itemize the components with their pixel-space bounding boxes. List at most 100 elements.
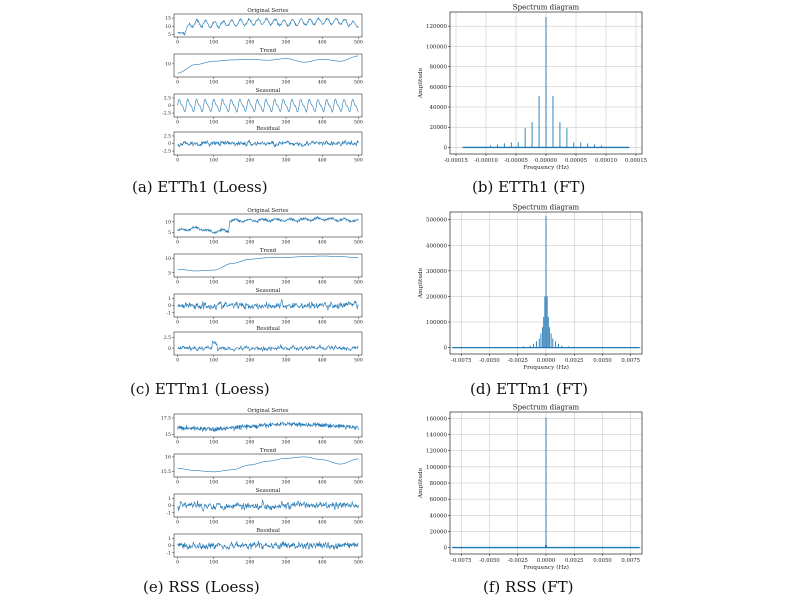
x-tick-label: 0.00015 <box>625 158 647 164</box>
caption-f: (f) RSS (FT) <box>483 578 574 596</box>
y-tick-label: 1 <box>168 496 171 502</box>
series-line <box>177 215 359 235</box>
x-tick-label: 200 <box>246 440 255 446</box>
x-tick-label: 500 <box>354 120 363 126</box>
y-tick-label: 10 <box>165 24 171 30</box>
y-tick-label: 120000 <box>426 449 447 455</box>
x-axis-label: Frequency (Hz) <box>523 164 569 171</box>
y-tick-label: 60000 <box>430 85 448 91</box>
x-tick-label: 0.00000 <box>535 158 558 164</box>
x-tick-label: 100 <box>209 320 218 326</box>
x-tick-label: -0.0050 <box>479 358 500 364</box>
y-tick-label: 16 <box>165 454 171 460</box>
x-tick-label: 100 <box>209 480 218 486</box>
x-tick-label: 400 <box>318 560 327 566</box>
y-tick-label: 140000 <box>426 433 447 439</box>
subplot-original-series: Original Series 17.5 15 0 100 200 300 400 500 <box>161 408 363 446</box>
x-tick-label: 300 <box>282 358 291 364</box>
x-tick-label: 400 <box>318 158 327 164</box>
x-tick-label: 200 <box>246 480 255 486</box>
x-tick-label: 0.0025 <box>565 558 584 564</box>
x-tick-label: 0.0050 <box>593 358 612 364</box>
y-tick-label: -2.5 <box>162 149 171 155</box>
x-tick-label: 0 <box>176 560 179 566</box>
x-tick-label: 0.0075 <box>621 358 640 364</box>
subplot-title: Trend <box>260 448 277 454</box>
x-tick-label: 0.0000 <box>537 558 556 564</box>
y-tick-label: 20000 <box>430 529 448 535</box>
series-line <box>177 16 359 37</box>
y-tick-label: 0 <box>168 303 171 309</box>
x-tick-label: 0 <box>176 158 179 164</box>
x-tick-label: 200 <box>246 560 255 566</box>
subplot-frame <box>173 413 363 438</box>
x-tick-label: 0 <box>176 520 179 526</box>
x-tick-label: -0.0025 <box>508 358 528 364</box>
x-tick-label: 100 <box>209 158 218 164</box>
x-tick-label: 500 <box>354 480 363 486</box>
series-line <box>177 540 359 551</box>
x-tick-label: 300 <box>282 520 291 526</box>
y-tick-label: -1 <box>167 550 172 556</box>
y-tick-label: 17.5 <box>161 416 171 422</box>
y-tick-label: 40000 <box>430 105 448 111</box>
spectrum-chart-b: Spectrum diagram 0 20000 40000 60000 80000 100… <box>418 4 647 172</box>
x-axis-label: Frequency (Hz) <box>523 564 569 571</box>
x-tick-label: 0 <box>176 120 179 126</box>
y-tick-label: -1 <box>167 510 172 516</box>
y-tick-label: 200000 <box>426 294 447 300</box>
x-tick-label: 400 <box>318 440 327 446</box>
y-tick-label: 10 <box>165 61 171 67</box>
caption-c: (c) ETTm1 (Loess) <box>130 380 270 398</box>
series-line <box>177 456 359 473</box>
subplot-trend: Trend 16 15.5 0 100 200 300 400 500 <box>161 448 363 486</box>
x-tick-label: 500 <box>354 358 363 364</box>
x-tick-label: 500 <box>354 240 363 246</box>
subplot-title: Seasonal <box>256 288 281 294</box>
y-tick-label: 0 <box>444 546 448 552</box>
y-tick-label: 500000 <box>426 218 447 224</box>
y-tick-label: 5 <box>168 230 171 236</box>
y-tick-label: 1 <box>168 296 171 302</box>
y-tick-label: 0 <box>444 145 448 151</box>
y-tick-label: -2.5 <box>162 111 171 117</box>
chart-title: Spectrum diagram <box>513 404 580 412</box>
x-tick-label: 200 <box>246 358 255 364</box>
x-tick-label: 300 <box>282 280 291 286</box>
x-tick-label: 0.0000 <box>537 358 556 364</box>
x-tick-label: 100 <box>209 440 218 446</box>
x-tick-label: 400 <box>318 120 327 126</box>
y-tick-label: 15 <box>165 432 171 438</box>
subplot-title: Residual <box>256 326 280 332</box>
x-tick-label: 200 <box>246 80 255 86</box>
y-tick-label: -1 <box>167 310 172 316</box>
x-tick-label: 500 <box>354 158 363 164</box>
x-tick-label: 300 <box>282 320 291 326</box>
x-tick-label: 200 <box>246 240 255 246</box>
x-tick-label: 100 <box>209 358 218 364</box>
spectrum-chart-f: Spectrum diagram 0 20000 40000 60000 80000 100… <box>418 404 643 571</box>
x-tick-label: -0.00015 <box>444 158 468 164</box>
x-tick-label: -0.0075 <box>451 558 471 564</box>
caption-e: (e) RSS (Loess) <box>143 578 260 596</box>
series-line <box>177 421 359 433</box>
x-tick-label: 0 <box>176 80 179 86</box>
x-tick-label: 200 <box>246 40 255 46</box>
y-tick-label: 100000 <box>426 320 447 326</box>
x-tick-label: 500 <box>354 40 363 46</box>
subplot-frame <box>173 13 363 38</box>
x-tick-label: 0 <box>176 280 179 286</box>
y-tick-label: 0 <box>168 103 171 109</box>
x-tick-label: -0.00005 <box>504 158 528 164</box>
x-tick-label: 0 <box>176 240 179 246</box>
y-tick-label: 60000 <box>430 497 448 503</box>
caption-b: (b) ETTh1 (FT) <box>472 178 586 196</box>
series-line <box>177 299 359 311</box>
x-tick-label: 0.00005 <box>565 158 587 164</box>
